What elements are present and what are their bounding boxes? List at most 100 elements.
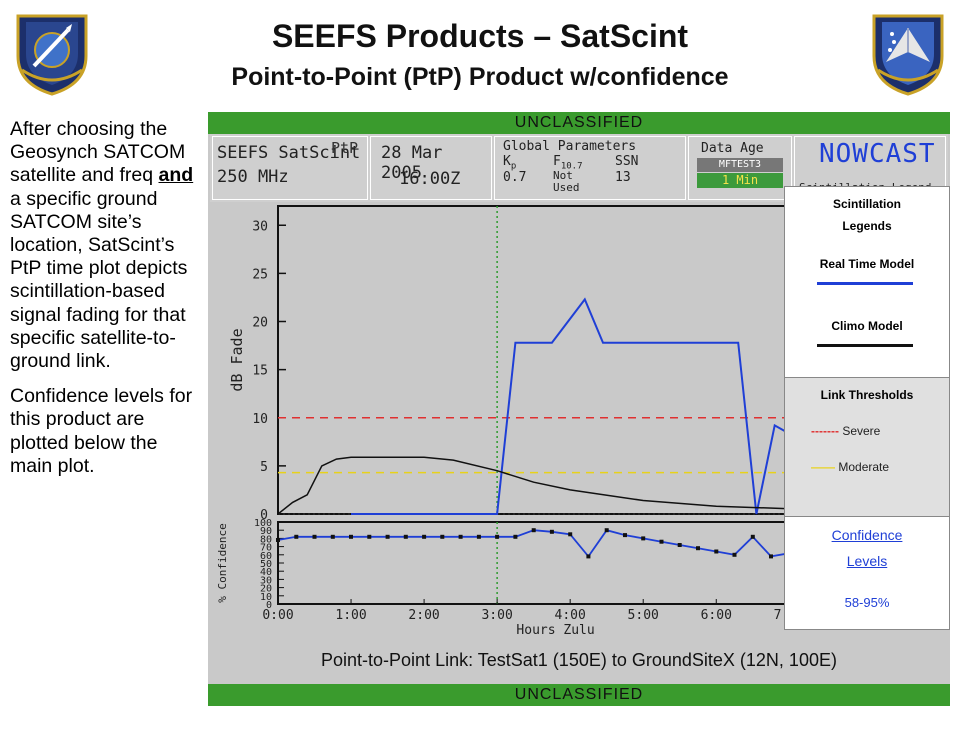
description-emphasis: and (158, 164, 194, 187)
confidence-point (440, 534, 445, 539)
confidence-point (677, 543, 682, 547)
confidence-y-tick-label: 60 (260, 551, 272, 562)
confidence-y-tick-label: 100 (254, 518, 272, 529)
scintillation-legend-panel: Scintillation Legends Real Time Model Cl… (784, 186, 950, 630)
confidence-y-tick-label: 20 (260, 584, 272, 595)
fade-y-tick-label: 5 (260, 460, 268, 475)
confidence-point (568, 532, 573, 537)
fade-y-tick-label: 15 (252, 364, 268, 379)
severe-label: Severe (842, 424, 881, 438)
global-params-label: Global Parameters (503, 139, 637, 154)
product-header: SEEFS SatScint PtP 250 MHz 28 Mar 2005 1… (210, 134, 948, 202)
ssn-value: 13 (615, 170, 631, 185)
legend-title-1: Scintillation (832, 197, 901, 211)
link-thresholds-title: Link Thresholds (820, 388, 914, 402)
confidence-y-tick-label: 70 (260, 543, 272, 554)
x-tick-label: 6:00 (701, 608, 732, 623)
kp-value: 0.7 (503, 170, 527, 185)
f107-label: F10.7 (553, 154, 583, 172)
confidence-point (549, 529, 554, 534)
time: 16:00Z (399, 169, 461, 189)
climo-model-swatch (817, 344, 913, 347)
confidence-y-axis-label: % Confidence (216, 523, 229, 602)
legend-title-2: Legends (842, 219, 892, 233)
confidence-point (714, 549, 719, 554)
confidence-point (641, 536, 646, 541)
x-tick-label: 0:00 (262, 608, 293, 623)
x-axis-label: Hours Zulu (516, 623, 594, 638)
description-p1-b: a specific ground SATCOM site’s location… (10, 187, 188, 373)
space-missile-systems-center-logo (16, 14, 88, 96)
confidence-point (367, 534, 372, 539)
data-age-box: Data Age MFTEST3 1 Min (688, 136, 792, 200)
nowcast-label: NOWCAST (819, 139, 936, 169)
realtime-model-label: Real Time Model (819, 257, 915, 271)
confidence-point (385, 534, 390, 539)
air-force-research-laboratory-logo (872, 14, 944, 96)
confidence-point (732, 552, 737, 557)
confidence-title-1: Confidence (831, 527, 903, 543)
confidence-point (623, 533, 627, 538)
slide-subtitle: Point-to-Point (PtP) Product w/confidenc… (231, 63, 729, 91)
confidence-point (659, 539, 664, 544)
fade-y-axis-label: dB Fade (228, 328, 246, 391)
realtime-model-swatch (817, 282, 913, 285)
confidence-y-tick-label: 0 (266, 600, 272, 611)
x-tick-label: 1:00 (335, 608, 366, 623)
confidence-point (513, 534, 518, 539)
confidence-y-tick-label: 50 (260, 559, 272, 570)
confidence-point (769, 554, 773, 559)
x-tick-label: 3:00 (481, 608, 512, 623)
description-text: After choosing the Geosynch SATCOM satel… (10, 118, 198, 490)
severe-legend-row: ------- Severe (811, 424, 880, 438)
description-paragraph-1: After choosing the Geosynch SATCOM satel… (10, 118, 198, 373)
fade-y-tick-label: 10 (252, 412, 268, 427)
confidence-y-tick-label: 80 (260, 534, 272, 545)
climo-model-line (277, 456, 950, 515)
data-source: MFTEST3 (697, 158, 783, 172)
confidence-point (294, 534, 299, 539)
confidence-point (531, 528, 536, 533)
product-name: SEEFS SatScint (217, 143, 361, 163)
confidence-point (458, 534, 463, 539)
banner-bottom: UNCLASSIFIED (208, 684, 950, 706)
confidence-point (422, 534, 427, 539)
confidence-point (495, 534, 500, 539)
x-tick-label: 5:00 (628, 608, 659, 623)
moderate-legend-row: —— Moderate (811, 460, 889, 474)
confidence-point (403, 534, 408, 539)
data-age-label: Data Age (701, 141, 764, 156)
kp-label: Kp (503, 154, 517, 172)
confidence-y-tick-label: 10 (260, 592, 272, 603)
link-thresholds-box: Link Thresholds ------- Severe —— Modera… (785, 377, 949, 517)
description-p1-a: After choosing the Geosynch SATCOM satel… (10, 118, 186, 187)
severe-dash: ------- (811, 424, 839, 438)
confidence-point (696, 546, 700, 551)
frequency: 250 MHz (217, 167, 289, 187)
x-tick-label: 4:00 (555, 608, 586, 623)
confidence-point (312, 534, 317, 539)
x-tick-label: 2:00 (408, 608, 439, 623)
date: 28 Mar 2005 (381, 143, 443, 183)
confidence-point (276, 538, 280, 542)
confidence-point (349, 534, 353, 539)
description-paragraph-2: Confidence levels for this product are p… (10, 385, 193, 477)
product-info-box: SEEFS SatScint PtP 250 MHz (212, 136, 368, 200)
confidence-y-tick-label: 40 (260, 567, 272, 578)
fade-y-tick-label: 0 (260, 508, 268, 523)
confidence-point (476, 534, 481, 539)
product-mode: PtP (331, 139, 359, 157)
confidence-range: 58-95% (844, 595, 890, 610)
confidence-point (750, 534, 755, 539)
confidence-y-tick-label: 30 (260, 575, 272, 586)
date-time-box: 28 Mar 2005 16:00Z (370, 136, 492, 200)
confidence-point (586, 554, 591, 559)
link-caption: Point-to-Point Link: TestSat1 (150E) to … (321, 650, 837, 670)
fade-y-tick-label: 25 (252, 267, 268, 282)
ssn-label: SSN (615, 154, 639, 169)
global-parameters-box: Global Parameters Kp 0.7 F10.7 Not Used … (494, 136, 686, 200)
moderate-dash: —— (811, 460, 835, 474)
confidence-y-tick-label: 90 (260, 526, 272, 537)
f107-value: Not Used (553, 169, 580, 194)
banner-top: UNCLASSIFIED (208, 112, 950, 134)
